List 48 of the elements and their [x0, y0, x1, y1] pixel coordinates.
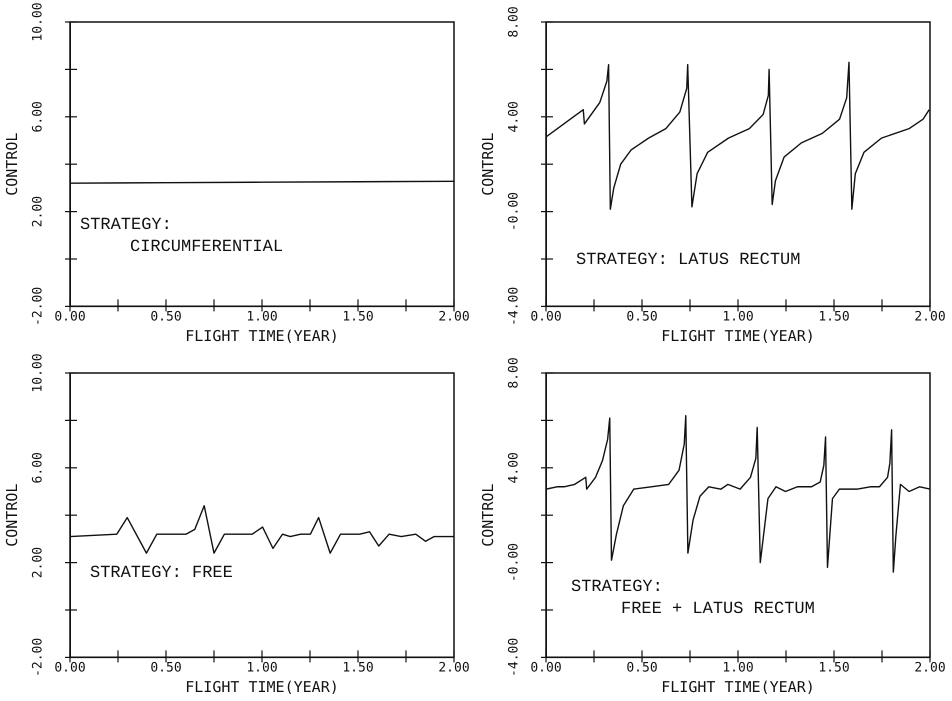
annotation: STRATEGY: LATUS RECTUM	[576, 250, 800, 272]
y-tick-label: -0.00	[506, 543, 522, 582]
y-tick-label: 8.00	[506, 6, 522, 38]
y-tick-label: 6.00	[30, 101, 46, 132]
annotation: STRATEGY: CIRCUMFERENTIAL	[80, 215, 284, 259]
y-tick-label: 10.00	[30, 353, 46, 393]
y-axis-title: CONTROL	[478, 132, 497, 196]
y-tick-label: 4.00	[506, 452, 522, 484]
x-tick-label: 0.50	[626, 660, 658, 676]
x-tick-label: 2.00	[914, 660, 946, 676]
x-axis-title: FLIGHT TIME(YEAR)	[661, 678, 815, 696]
x-tick-label: 1.00	[722, 660, 754, 676]
y-tick-label: 2.00	[30, 546, 46, 578]
x-tick-label: 0.00	[530, 660, 562, 676]
x-tick-label: 1.50	[342, 310, 374, 325]
x-tick-label: 1.50	[818, 310, 850, 325]
x-tick-label: 1.00	[246, 660, 278, 676]
x-tick-label: 0.00	[54, 660, 86, 676]
y-tick-label: 4.00	[506, 101, 522, 132]
x-axis-title: FLIGHT TIME(YEAR)	[185, 326, 339, 345]
y-tick-label: 2.00	[30, 196, 46, 228]
annotation: STRATEGY: FREE	[90, 563, 233, 585]
y-tick-label: -0.00	[506, 192, 522, 232]
x-tick-label: 2.00	[438, 310, 470, 325]
x-axis-title: FLIGHT TIME(YEAR)	[661, 326, 815, 345]
y-tick-label: -2.00	[30, 638, 46, 677]
y-tick-label: -4.00	[506, 638, 522, 677]
x-tick-label: 0.00	[54, 310, 86, 325]
x-tick-label: 0.50	[626, 310, 658, 325]
x-tick-label: 2.00	[914, 310, 946, 325]
x-tick-label: 1.50	[342, 660, 374, 676]
x-tick-label: 0.00	[530, 310, 562, 325]
x-tick-label: 0.50	[150, 310, 182, 325]
y-tick-label: 10.00	[30, 2, 46, 42]
y-axis-title: CONTROL	[2, 132, 21, 196]
y-axis-title: CONTROL	[478, 484, 497, 547]
y-tick-label: 8.00	[506, 357, 522, 389]
x-tick-label: 2.00	[438, 660, 470, 676]
y-axis-title: CONTROL	[2, 484, 21, 547]
y-tick-label: -2.00	[30, 286, 46, 326]
x-tick-label: 0.50	[150, 660, 182, 676]
annotation: STRATEGY: FREE + LATUS RECTUM	[571, 577, 815, 621]
x-tick-label: 1.50	[818, 660, 850, 676]
x-tick-label: 1.00	[246, 310, 278, 325]
y-tick-label: -4.00	[506, 286, 522, 326]
y-tick-label: 6.00	[30, 452, 46, 484]
x-axis-title: FLIGHT TIME(YEAR)	[185, 678, 339, 696]
x-tick-label: 1.00	[722, 310, 754, 325]
